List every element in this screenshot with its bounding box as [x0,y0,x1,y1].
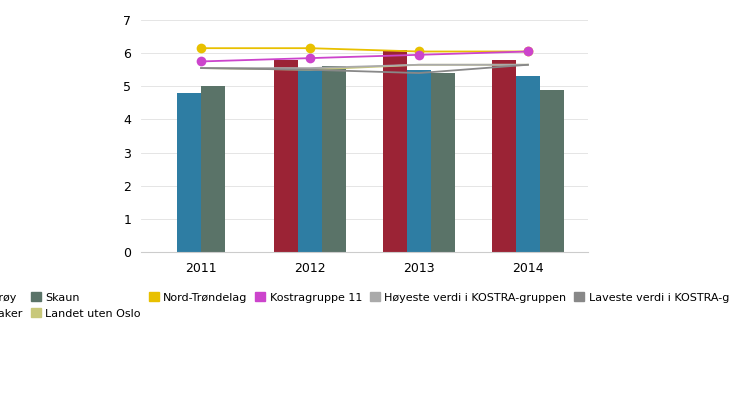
Bar [516,76,540,252]
Legend: Inderøy, Jevnaker, Skaun, Landet uten Oslo, Nord-Trøndelag, Kostragruppe 11, Høy: Inderøy, Jevnaker, Skaun, Landet uten Os… [0,288,729,323]
Bar [492,60,516,252]
Bar [383,50,407,252]
Bar [431,73,455,252]
Bar [298,68,322,252]
Bar [274,60,298,252]
Bar [177,93,201,252]
Bar [322,66,346,252]
Bar [407,70,431,252]
Bar [201,86,225,252]
Bar [540,90,564,252]
